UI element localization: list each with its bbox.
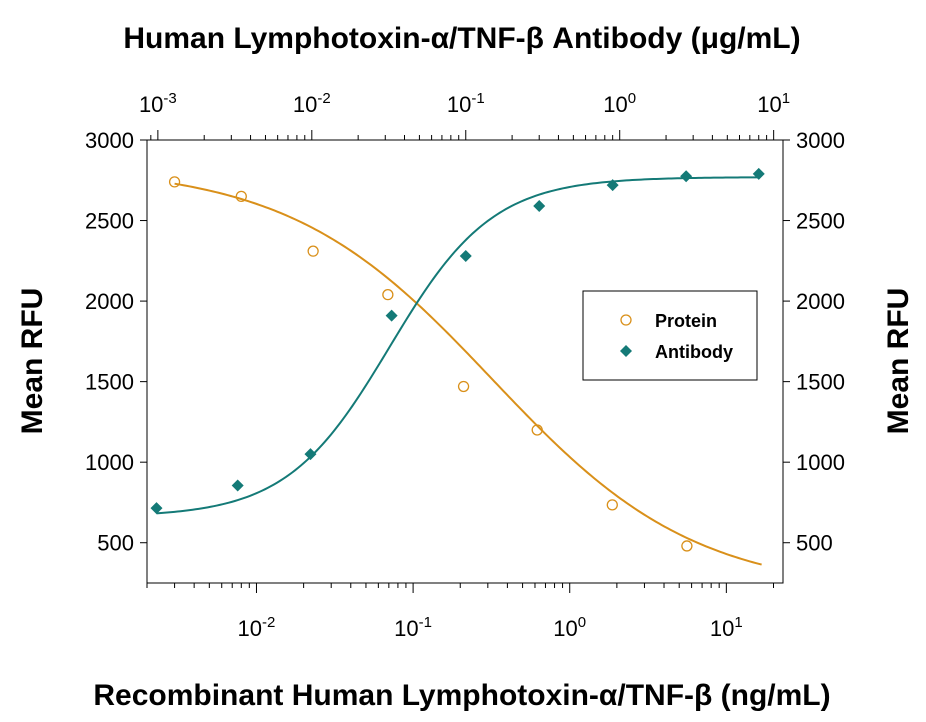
y-tick-label-left: 3000 [85,128,134,153]
protein-data-point [168,176,181,188]
plot-frame [146,139,784,584]
protein-data-point [606,499,618,511]
antibody-data-point [533,200,546,213]
x-bottom-tick-label: 10-1 [394,614,432,641]
legend-antibody-label: Antibody [655,342,733,362]
antibody-data-point [385,309,398,322]
legend-protein-label: Protein [655,311,717,331]
y-tick-label-left: 2000 [85,289,134,314]
antibody-data-point [459,249,472,262]
curves-layer [156,176,762,566]
protein-data-point [681,540,693,552]
x-top-tick-label: 100 [603,90,636,117]
y-axis-title-left: Mean RFU [16,288,49,435]
x-bottom-tick-label: 101 [710,614,743,641]
antibody-data-point [680,170,693,183]
points-layer [150,167,765,552]
antibody-fit-curve [156,176,759,515]
protein-data-point [457,380,470,393]
protein-fit-curve [174,182,762,566]
protein-data-point [235,190,247,203]
protein-data-point [382,288,394,301]
legend-box [582,290,758,381]
legend-protein-marker [620,314,632,326]
protein-data-point [307,245,319,257]
y-tick-label-right: 2500 [796,209,845,234]
ticks-layer: 500 500 1000 1000 1500 1500 2000 2000 2500 2500 30… [85,90,845,641]
antibody-data-point [150,502,163,515]
antibody-data-point [304,448,317,461]
antibody-data-point [752,167,765,180]
x-bottom-tick-label: 10-2 [238,614,276,641]
y-tick-label-left: 500 [97,531,134,556]
y-tick-label-right: 500 [796,531,833,556]
y-tick-label-left: 2500 [85,209,134,234]
y-tick-label-right: 2000 [796,289,845,314]
antibody-data-point [231,479,244,492]
chart-title: Human Lymphotoxin-α/TNF-β Antibody (μg/m… [123,22,800,55]
y-tick-label-right: 3000 [796,128,845,153]
legend: Protein Antibody [582,290,758,381]
x-top-tick-label: 10-2 [293,90,331,117]
y-tick-label-right: 1500 [796,370,845,395]
x-bottom-tick-label: 100 [553,614,586,641]
protein-data-point [531,424,543,436]
y-tick-label-left: 1000 [85,450,134,475]
antibody-data-point [606,179,619,192]
y-tick-label-right: 1000 [796,450,845,475]
legend-antibody-marker [620,345,632,357]
x-top-tick-label: 101 [757,90,790,117]
y-tick-label-left: 1500 [85,370,134,395]
x-top-tick-label: 10-1 [447,90,485,117]
x-axis-title: Recombinant Human Lymphotoxin-α/TNF-β (n… [93,679,830,712]
y-axis-title-right: Mean RFU [882,288,915,435]
x-top-tick-label: 10-3 [139,90,177,117]
